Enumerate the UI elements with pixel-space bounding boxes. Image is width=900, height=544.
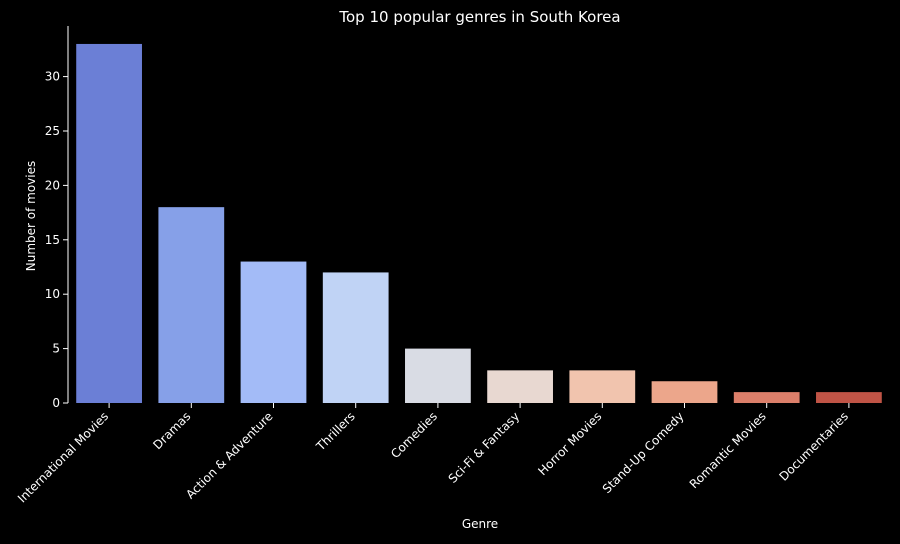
bar xyxy=(733,392,800,403)
bar xyxy=(322,272,389,403)
y-tick-label: 0 xyxy=(52,396,60,410)
bar xyxy=(651,381,718,403)
y-axis-label: Number of movies xyxy=(24,161,38,272)
x-tick-label: Romantic Movies xyxy=(687,409,769,491)
bar xyxy=(487,370,553,403)
x-tick-label: Thrillers xyxy=(313,409,358,454)
chart-title: Top 10 popular genres in South Korea xyxy=(338,8,620,26)
bars-group xyxy=(76,43,882,403)
y-tick-label: 10 xyxy=(45,287,60,301)
bar xyxy=(569,370,636,403)
y-tick-label: 30 xyxy=(45,70,60,84)
bar xyxy=(158,207,225,403)
y-tick-label: 15 xyxy=(45,233,60,247)
x-tick-label: Dramas xyxy=(150,409,193,452)
y-tick-label: 20 xyxy=(45,178,60,192)
axes-group: 0 5 10 15 20 25 30 xyxy=(45,26,69,410)
x-tick-label: Documentaries xyxy=(776,409,851,484)
bar xyxy=(816,392,882,403)
x-tick-label: Stand-Up Comedy xyxy=(600,409,687,496)
x-axis-label: Genre xyxy=(462,517,498,531)
x-tick-label: Action & Adventure xyxy=(183,409,275,501)
bar xyxy=(405,348,471,403)
x-tick-label: International Movies xyxy=(15,409,111,505)
bar xyxy=(76,43,142,403)
y-tick-label: 5 xyxy=(52,342,60,356)
bar xyxy=(240,261,307,403)
x-tick-label: Comedies xyxy=(388,409,440,461)
x-tick-label: Sci-Fi & Fantasy xyxy=(446,409,523,486)
y-tick-label: 25 xyxy=(45,124,60,138)
x-tick-label: Horror Movies xyxy=(535,409,604,478)
